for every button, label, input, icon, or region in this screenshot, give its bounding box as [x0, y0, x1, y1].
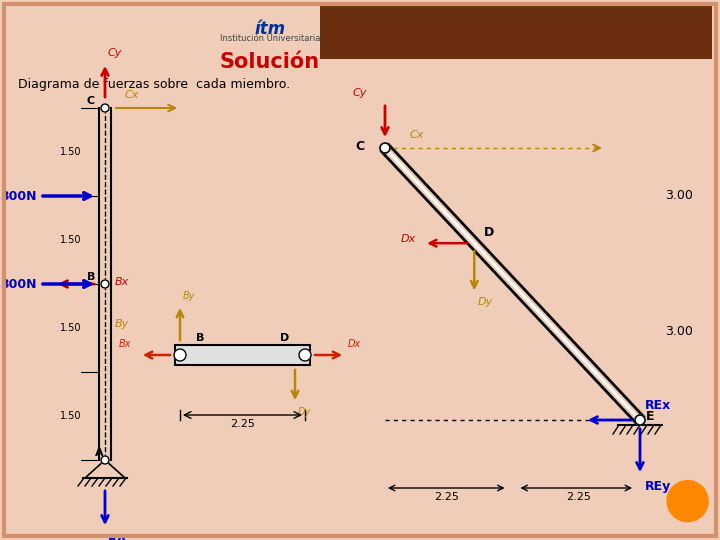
Text: E: E — [646, 409, 654, 422]
Text: 1.50: 1.50 — [60, 235, 82, 245]
Text: Bx: Bx — [119, 339, 131, 349]
Circle shape — [667, 481, 708, 522]
Circle shape — [380, 143, 390, 153]
Text: 2.25: 2.25 — [567, 492, 591, 502]
Text: Dy: Dy — [477, 297, 492, 307]
Text: Solución: Solución — [220, 52, 320, 72]
Text: B: B — [87, 272, 95, 282]
FancyBboxPatch shape — [320, 4, 712, 59]
Text: Institución Universitaria: Institución Universitaria — [220, 34, 320, 43]
Text: Diagrama de fuerzas sobre  cada miembro.: Diagrama de fuerzas sobre cada miembro. — [18, 78, 290, 91]
Text: ítm: ítm — [254, 20, 286, 38]
Text: Dy: Dy — [298, 407, 311, 417]
Text: RA: RA — [108, 533, 127, 540]
Text: D: D — [485, 226, 495, 239]
Text: D: D — [280, 333, 289, 343]
Text: 3.00: 3.00 — [665, 325, 693, 338]
Text: A: A — [95, 448, 103, 458]
Text: Cy: Cy — [353, 88, 367, 98]
Text: 1.50: 1.50 — [60, 147, 82, 157]
Text: ESTÁTICA Y DINÁMICA: ESTÁTICA Y DINÁMICA — [399, 25, 621, 43]
Text: REx: REx — [645, 399, 671, 412]
Text: 300N: 300N — [0, 278, 37, 291]
Text: 1.50: 1.50 — [60, 323, 82, 333]
Circle shape — [101, 280, 109, 288]
Text: Dx: Dx — [401, 234, 416, 244]
Text: Cx: Cx — [125, 90, 140, 100]
Circle shape — [299, 349, 311, 361]
Text: C: C — [87, 96, 95, 106]
Circle shape — [635, 415, 645, 425]
Text: Dx: Dx — [348, 339, 361, 349]
Circle shape — [174, 349, 186, 361]
Text: C: C — [356, 139, 365, 152]
Text: B: B — [196, 333, 204, 343]
Text: By: By — [183, 291, 196, 301]
Text: Bx: Bx — [115, 277, 130, 287]
Text: 300N: 300N — [0, 190, 37, 203]
Text: 3.00: 3.00 — [665, 189, 693, 202]
Text: 2.25: 2.25 — [230, 419, 255, 429]
Text: Cx: Cx — [410, 130, 424, 140]
Text: 2.25: 2.25 — [434, 492, 459, 502]
Text: 1.50: 1.50 — [60, 411, 82, 421]
Text: By: By — [115, 319, 130, 329]
Text: REy: REy — [645, 480, 671, 493]
Text: Cy: Cy — [108, 48, 122, 58]
Circle shape — [101, 456, 109, 464]
FancyBboxPatch shape — [175, 345, 310, 365]
Circle shape — [101, 104, 109, 112]
